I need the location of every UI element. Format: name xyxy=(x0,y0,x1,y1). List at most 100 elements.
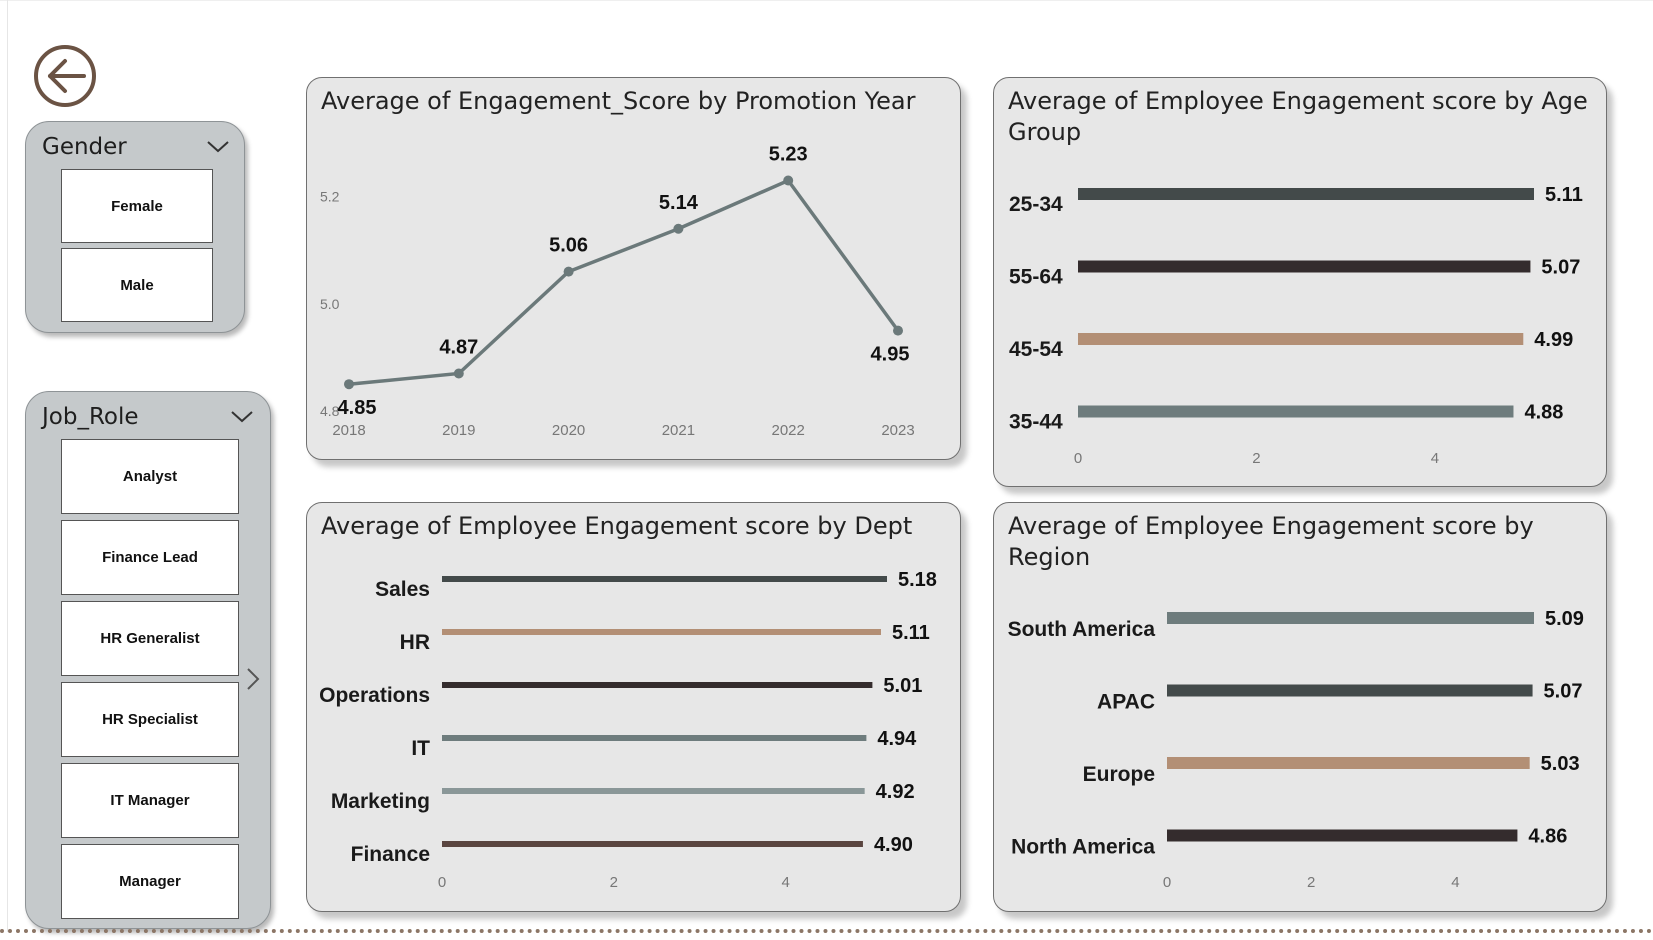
x-tick-label: 4 xyxy=(781,874,789,891)
slicer-item-hr-specialist[interactable]: HR Specialist xyxy=(61,682,239,757)
x-tick-label: 2023 xyxy=(881,422,914,439)
category-label: IT xyxy=(411,737,430,760)
x-tick-label: 2020 xyxy=(552,422,585,439)
y-tick-label: 4.8 xyxy=(320,403,340,419)
y-tick-label: 5.0 xyxy=(320,296,340,312)
dotted-divider xyxy=(0,929,1653,933)
promotion-year-line-chart: 4.8 5.0 5.2 2018 2019 2020 2021 2022 2023 4.85 4.8… xyxy=(320,144,915,439)
data-label: 4.90 xyxy=(874,834,913,856)
x-tick-label: 4 xyxy=(1451,874,1459,891)
x-tick-label: 2018 xyxy=(332,422,365,439)
category-label: North America xyxy=(1011,836,1155,859)
chart-title: Average of Employee Engagement score by … xyxy=(1008,87,1588,146)
slicer-item-analyst[interactable]: Analyst xyxy=(61,439,239,514)
data-label: 5.07 xyxy=(1544,681,1583,703)
slicer-item-manager[interactable]: Manager xyxy=(61,844,239,919)
x-tick-label: 0 xyxy=(438,874,446,891)
back-button[interactable] xyxy=(34,45,96,107)
arrow-left-icon xyxy=(48,59,86,93)
chevron-right-icon[interactable] xyxy=(246,667,260,691)
series-line xyxy=(348,178,900,386)
bar xyxy=(1167,684,1533,697)
category-label: 45-54 xyxy=(1009,338,1063,361)
data-label: 4.88 xyxy=(1524,402,1563,424)
data-point xyxy=(783,175,794,186)
category-label: Sales xyxy=(375,578,430,601)
slicer-item-hr-generalist[interactable]: HR Generalist xyxy=(61,601,239,676)
data-point xyxy=(453,368,464,379)
x-tick-label: 2 xyxy=(1307,874,1315,891)
job-role-slicer: Job_Role Analyst Finance Lead HR General… xyxy=(25,391,271,929)
data-label: 4.85 xyxy=(338,397,377,419)
region-bar-chart: 0 2 4 South America 5.09 APAC 5.07 Europe 5.03 No… xyxy=(1008,608,1584,891)
category-label: Operations xyxy=(319,684,430,707)
gender-slicer: Gender Female Male xyxy=(25,121,245,333)
slicer-item-male[interactable]: Male xyxy=(61,248,213,322)
category-label: 55-64 xyxy=(1009,266,1063,289)
data-label: 4.87 xyxy=(439,336,478,358)
data-point xyxy=(673,223,684,234)
bar xyxy=(1167,757,1530,769)
bar xyxy=(442,735,867,741)
slicer-item-female[interactable]: Female xyxy=(61,169,213,243)
promotion-year-chart-card: Average of Engagement_Score by Promotion… xyxy=(306,77,961,460)
bar xyxy=(442,841,863,847)
x-tick-label: 4 xyxy=(1431,450,1439,467)
data-label: 5.14 xyxy=(659,192,699,214)
x-tick-label: 2022 xyxy=(772,422,805,439)
category-label: 35-44 xyxy=(1009,411,1063,434)
bar xyxy=(1078,260,1531,273)
chevron-down-icon[interactable] xyxy=(230,410,254,424)
data-point xyxy=(893,325,903,336)
x-tick-label: 0 xyxy=(1074,450,1082,467)
data-label: 4.94 xyxy=(877,728,917,750)
top-rule xyxy=(0,0,1653,1)
data-label: 4.86 xyxy=(1528,826,1567,848)
bar xyxy=(1078,333,1524,345)
data-label: 5.23 xyxy=(769,144,808,166)
bar xyxy=(442,576,887,582)
bar xyxy=(1078,188,1534,200)
x-tick-label: 2 xyxy=(1252,450,1260,467)
chart-title: Average of Engagement_Score by Promotion… xyxy=(321,87,916,115)
age-group-bar-chart: 0 2 4 25-34 5.11 55-64 5.07 45-54 4.99 35-44 4.88 xyxy=(1009,184,1583,467)
data-label: 4.92 xyxy=(876,781,915,803)
x-tick-label: 2021 xyxy=(662,422,695,439)
chart-title: Average of Employee Engagement score by … xyxy=(321,512,913,540)
y-tick-label: 5.2 xyxy=(320,189,340,205)
data-label: 5.18 xyxy=(898,569,937,591)
data-label: 5.01 xyxy=(883,675,922,697)
x-tick-label: 2 xyxy=(610,874,618,891)
bar xyxy=(442,788,865,794)
x-tick-label: 2019 xyxy=(442,422,475,439)
bar xyxy=(442,629,881,635)
slicer-item-it-manager[interactable]: IT Manager xyxy=(61,763,239,838)
data-label: 5.07 xyxy=(1541,257,1580,279)
category-label: Marketing xyxy=(331,790,430,813)
left-rule xyxy=(7,0,8,932)
slicer-item-finance-lead[interactable]: Finance Lead xyxy=(61,520,239,595)
bar xyxy=(1167,612,1534,624)
category-label: 25-34 xyxy=(1009,193,1063,216)
age-group-chart-card: Average of Employee Engagement score by … xyxy=(993,77,1607,487)
dept-bar-chart: 0 2 4 Sales 5.18 HR 5.11 Operations 5.01 IT 4.94 Ma… xyxy=(319,569,937,891)
chart-title: Average of Employee Engagement score by … xyxy=(1008,512,1534,571)
gender-slicer-title: Gender xyxy=(42,134,127,160)
data-point xyxy=(563,266,574,277)
data-label: 4.99 xyxy=(1534,329,1573,351)
job-role-slicer-title: Job_Role xyxy=(42,404,139,430)
data-point xyxy=(344,379,354,390)
data-label: 4.95 xyxy=(871,344,910,366)
x-tick-label: 0 xyxy=(1163,874,1171,891)
category-label: South America xyxy=(1008,618,1156,641)
data-label: 5.09 xyxy=(1545,608,1584,630)
chevron-down-icon[interactable] xyxy=(206,140,230,154)
category-label: HR xyxy=(400,631,430,654)
category-label: Finance xyxy=(351,843,430,866)
data-label: 5.11 xyxy=(1545,184,1583,206)
bar xyxy=(1078,405,1514,418)
bar xyxy=(1167,829,1518,842)
data-label: 5.06 xyxy=(549,235,588,257)
dept-chart-card: Average of Employee Engagement score by … xyxy=(306,502,961,912)
category-label: Europe xyxy=(1083,763,1155,786)
